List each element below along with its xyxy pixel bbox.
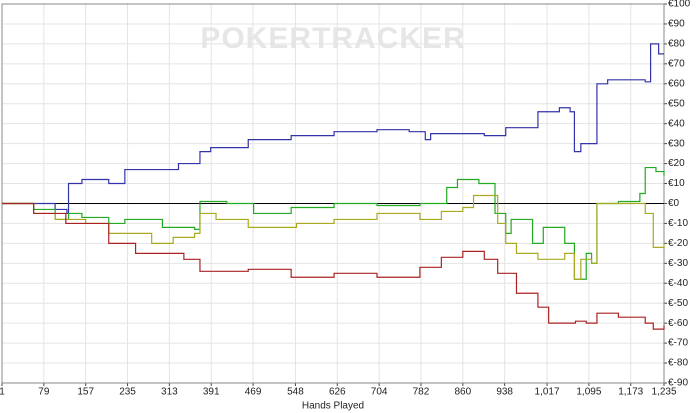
x-axis-label: Hands Played	[302, 401, 364, 412]
x-tick-label: 1,095	[576, 387, 601, 398]
y-tick-label: €-90	[668, 378, 688, 389]
series-line	[2, 202, 665, 330]
y-tick-label: €80	[668, 39, 685, 50]
y-tick-label: €50	[668, 98, 685, 109]
x-tick-label: 548	[287, 387, 304, 398]
x-tick-label: 469	[245, 387, 262, 398]
series-line	[2, 43, 664, 215]
y-tick-label: €-40	[668, 278, 688, 289]
x-tick-label: 1,235	[651, 387, 676, 398]
x-tick-label: 938	[496, 387, 513, 398]
x-tick-label: 235	[119, 387, 136, 398]
y-tick-label: €-10	[668, 218, 688, 229]
y-tick-label: €60	[668, 78, 685, 89]
x-tick-label: 626	[329, 387, 346, 398]
x-tick-label: 782	[413, 387, 430, 398]
x-tick-label: 157	[77, 387, 94, 398]
y-tick-label: €100	[668, 0, 691, 10]
x-tick-label: 704	[371, 387, 388, 398]
y-tick-label: €-70	[668, 338, 688, 349]
y-tick-label: €90	[668, 19, 685, 30]
x-tick-label: 391	[203, 387, 220, 398]
y-tick-label: €40	[668, 118, 685, 129]
y-tick-label: €10	[668, 178, 685, 189]
y-tick-label: €20	[668, 158, 685, 169]
x-tick-label: 313	[161, 387, 178, 398]
x-tick-label: 860	[454, 387, 471, 398]
series-line	[2, 194, 665, 280]
watermark: POKERTRACKER	[200, 22, 465, 55]
x-tick-label: 1,017	[535, 387, 560, 398]
y-tick-label: €-50	[668, 298, 688, 309]
y-tick-label: €-30	[668, 258, 688, 269]
y-tick-label: €0	[668, 198, 680, 209]
x-tick-label: 1,173	[618, 387, 643, 398]
x-tick-label: 79	[38, 387, 50, 398]
y-tick-label: €-80	[668, 358, 688, 369]
y-tick-label: €70	[668, 58, 685, 69]
y-tick-label: €-20	[668, 238, 688, 249]
plot-frame	[1, 3, 665, 384]
x-tick-label: 1	[0, 387, 5, 398]
y-tick-label: €30	[668, 138, 685, 149]
y-tick-label: €-60	[668, 318, 688, 329]
